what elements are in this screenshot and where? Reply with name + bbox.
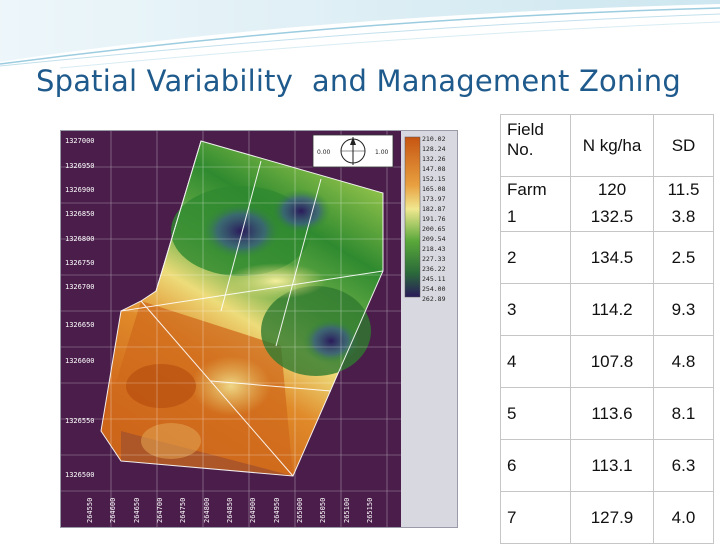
legend-label: 210.02 (422, 135, 446, 143)
legend-label: 245.11 (422, 275, 446, 283)
cell-n: 132.5 (570, 202, 654, 232)
y-tick-label: 1326650 (65, 321, 95, 329)
grid-lines (61, 131, 401, 527)
cell-field: 3 (500, 283, 571, 336)
cell-field: 1 (500, 202, 571, 232)
x-tick-label: 265100 (343, 498, 351, 523)
legend-label: 165.08 (422, 185, 446, 193)
header-field-no: Field No. (500, 114, 571, 177)
y-tick-label: 1326950 (65, 162, 95, 170)
y-tick-label: 1326700 (65, 283, 95, 291)
cell-n: 113.1 (570, 439, 654, 492)
cell-sd: 8.1 (653, 387, 714, 440)
color-legend: 210.02 128.24 132.26 147.08 152.15 165.0… (404, 135, 446, 303)
zoning-map-figure: 1327000 1326950 1326900 1326850 1326800 … (60, 130, 458, 528)
legend-label: 254.00 (422, 285, 446, 293)
legend-label: 132.26 (422, 155, 446, 163)
cell-sd: 6.3 (653, 439, 714, 492)
x-tick-label: 265000 (296, 498, 304, 523)
legend-label: 128.24 (422, 145, 446, 153)
x-tick-label: 264700 (156, 498, 164, 523)
table-row: 7 127.9 4.0 (500, 491, 714, 544)
nitrogen-stats-table: Field No. N kg/ha SD Farm 120 11.5 1 132… (500, 114, 714, 544)
legend-label: 191.76 (422, 215, 446, 223)
table-row: Farm 120 11.5 (500, 176, 714, 202)
cell-n: 114.2 (570, 283, 654, 336)
x-tick-label: 264950 (273, 498, 281, 523)
cell-sd: 9.3 (653, 283, 714, 336)
legend-color-bar (404, 136, 421, 298)
cell-sd: 11.5 (653, 176, 714, 202)
x-tick-label: 264600 (109, 498, 117, 523)
x-tick-label: 264800 (203, 498, 211, 523)
cell-sd: 3.8 (653, 202, 714, 232)
y-tick-label: 1327000 (65, 137, 95, 145)
header-n-kgha: N kg/ha (570, 114, 654, 177)
cell-field: 5 (500, 387, 571, 440)
legend-label: 218.43 (422, 245, 446, 253)
y-axis-labels: 1327000 1326950 1326900 1326850 1326800 … (65, 137, 95, 479)
cell-sd: 2.5 (653, 231, 714, 284)
header-sd: SD (653, 114, 714, 177)
legend-label: 236.22 (422, 265, 446, 273)
y-tick-label: 1326750 (65, 259, 95, 267)
cell-n: 113.6 (570, 387, 654, 440)
cell-n: 107.8 (570, 335, 654, 388)
legend-label: 227.33 (422, 255, 446, 263)
cell-field: 2 (500, 231, 571, 284)
zone-boundaries (100, 140, 384, 477)
x-axis-labels: 264550 264600 264650 264700 264750 26480… (86, 498, 374, 523)
y-tick-label: 1326850 (65, 210, 95, 218)
north-arrow: 0.00 1.00 (312, 134, 394, 168)
cell-sd: 4.8 (653, 335, 714, 388)
legend-label: 152.15 (422, 175, 446, 183)
y-tick-label: 1326900 (65, 186, 95, 194)
legend-label: 147.08 (422, 165, 446, 173)
x-tick-label: 265050 (319, 498, 327, 523)
cell-field: 7 (500, 491, 571, 544)
legend-label: 182.87 (422, 205, 446, 213)
y-tick-label: 1326800 (65, 235, 95, 243)
cell-field: 4 (500, 335, 571, 388)
x-tick-label: 264850 (226, 498, 234, 523)
x-tick-label: 265150 (366, 498, 374, 523)
cell-n: 120 (570, 176, 654, 202)
legend-label: 173.97 (422, 195, 446, 203)
table-row: 2 134.5 2.5 (500, 231, 714, 284)
x-tick-label: 264750 (179, 498, 187, 523)
legend-label: 262.89 (422, 295, 446, 303)
cell-n: 127.9 (570, 491, 654, 544)
cell-n: 134.5 (570, 231, 654, 284)
table-row: 4 107.8 4.8 (500, 335, 714, 388)
north-arrow-right-label: 1.00 (375, 149, 389, 156)
table-row: 1 132.5 3.8 (500, 202, 714, 232)
x-tick-label: 264900 (249, 498, 257, 523)
cell-sd: 4.0 (653, 491, 714, 544)
north-arrow-left-label: 0.00 (317, 149, 331, 156)
legend-label: 209.54 (422, 235, 446, 243)
x-tick-label: 264550 (86, 498, 94, 523)
header-swoosh-decoration (0, 0, 720, 69)
slide-title: Spatial Variability and Management Zonin… (36, 64, 681, 98)
cell-field: Farm (500, 176, 571, 202)
table-row: 3 114.2 9.3 (500, 283, 714, 336)
x-tick-label: 264650 (133, 498, 141, 523)
table-row: 5 113.6 8.1 (500, 387, 714, 440)
table-row: 6 113.1 6.3 (500, 439, 714, 492)
y-tick-label: 1326550 (65, 417, 95, 425)
cell-field: 6 (500, 439, 571, 492)
y-tick-label: 1326500 (65, 471, 95, 479)
zoning-map-svg: 1327000 1326950 1326900 1326850 1326800 … (61, 131, 446, 527)
legend-label: 200.65 (422, 225, 446, 233)
y-tick-label: 1326600 (65, 357, 95, 365)
table-header-row: Field No. N kg/ha SD (500, 114, 714, 177)
